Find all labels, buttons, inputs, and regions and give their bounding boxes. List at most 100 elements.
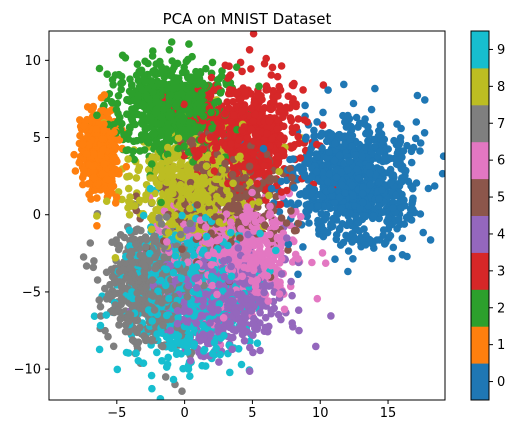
scatter-point-class-4: [249, 331, 257, 340]
scatter-point-class-2: [182, 57, 191, 66]
scatter-point-class-0: [345, 217, 354, 226]
scatter-point-class-1: [71, 167, 80, 175]
scatter-point-class-3: [223, 98, 231, 106]
scatter-point-class-3: [221, 61, 230, 70]
scatter-point-class-1: [93, 194, 101, 202]
scatter-point-class-1: [79, 180, 87, 189]
scatter-point-class-6: [265, 249, 274, 258]
scatter-point-class-5: [272, 192, 280, 201]
scatter-point-class-4: [288, 291, 296, 300]
scatter-point-class-4: [261, 313, 270, 322]
scatter-point-class-4: [253, 325, 261, 334]
scatter-point-class-6: [318, 249, 327, 257]
scatter-point-class-5: [284, 246, 292, 254]
scatter-point-class-6: [273, 279, 282, 288]
scatter-point-class-2: [165, 46, 174, 54]
scatter-point-class-0: [336, 224, 344, 233]
scatter-point-class-0: [416, 139, 425, 147]
scatter-point-class-0: [330, 199, 339, 207]
scatter-point-class-4: [243, 328, 252, 336]
scatter-point-class-0: [406, 205, 415, 213]
scatter-point-class-9: [139, 359, 148, 368]
scatter-point-class-3: [249, 31, 258, 38]
scatter-point-class-0: [308, 173, 316, 181]
scatter-point-class-0: [389, 243, 398, 252]
scatter-point-class-7: [117, 295, 126, 303]
scatter-point-class-3: [270, 99, 278, 107]
scatter-points: [70, 31, 445, 400]
scatter-point-class-8: [125, 211, 134, 219]
scatter-point-class-0: [360, 225, 368, 233]
scatter-point-class-3: [279, 122, 288, 131]
scatter-point-class-0: [283, 200, 291, 208]
scatter-point-class-0: [342, 231, 350, 240]
scatter-point-class-7: [90, 257, 98, 265]
scatter-point-class-3: [247, 65, 255, 73]
scatter-point-class-5: [294, 219, 303, 228]
scatter-point-class-8: [135, 163, 144, 172]
scatter-point-class-0: [397, 124, 405, 133]
scatter-point-class-9: [186, 372, 194, 381]
scatter-point-class-0: [412, 179, 421, 187]
scatter-point-class-0: [294, 199, 303, 208]
scatter-point-class-9: [132, 349, 140, 358]
scatter-point-class-3: [319, 121, 327, 129]
scatter-point-class-7: [109, 342, 118, 351]
scatter-point-class-2: [111, 71, 120, 79]
scatter-point-class-0: [398, 234, 407, 243]
scatter-point-class-9: [184, 365, 193, 373]
scatter-point-class-4: [295, 326, 303, 335]
scatter-point-class-9: [90, 312, 99, 321]
scatter-point-class-0: [344, 111, 352, 120]
scatter-point-class-1: [70, 150, 78, 159]
scatter-point-class-0: [354, 218, 363, 227]
scatter-point-class-6: [262, 238, 271, 246]
scatter-point-class-1: [89, 104, 97, 112]
scatter-point-class-8: [148, 198, 156, 207]
scatter-point-class-8: [157, 159, 166, 168]
scatter-point-class-0: [339, 238, 348, 247]
scatter-point-class-3: [238, 67, 246, 76]
scatter-point-class-0: [275, 208, 284, 216]
scatter-point-class-7: [101, 284, 109, 293]
scatter-point-class-0: [416, 210, 425, 218]
scatter-point-class-6: [308, 258, 316, 267]
scatter-point-class-1: [100, 91, 109, 99]
scatter-point-class-2: [114, 92, 123, 100]
scatter-point-class-2: [167, 38, 176, 46]
scatter-point-class-2: [117, 85, 125, 94]
scatter-point-class-9: [253, 339, 262, 348]
scatter-point-class-0: [314, 216, 322, 225]
scatter-point-class-2: [217, 72, 226, 80]
scatter-point-class-3: [207, 73, 216, 82]
scatter-point-class-0: [409, 194, 417, 203]
scatter-point-class-0: [403, 141, 411, 150]
scatter-point-class-0: [290, 184, 299, 192]
scatter-point-class-7: [134, 338, 143, 347]
scatter-point-class-4: [270, 304, 279, 313]
scatter-point-class-0: [344, 267, 352, 276]
scatter-point-class-2: [185, 40, 193, 48]
scatter-point-class-0: [305, 219, 313, 227]
scatter-point-class-0: [344, 247, 353, 255]
scatter-point-class-1: [122, 162, 131, 171]
scatter-point-class-4: [215, 358, 223, 366]
scatter-point-class-7: [104, 332, 112, 341]
scatter-point-class-0: [419, 228, 428, 237]
scatter-point-class-2: [232, 63, 241, 71]
scatter-point-class-3: [319, 81, 328, 89]
scatter-point-class-4: [240, 337, 249, 345]
scatter-point-class-6: [313, 294, 322, 303]
scatter-point-class-3: [276, 105, 285, 113]
scatter-point-class-9: [153, 348, 161, 357]
scatter-point-class-8: [124, 184, 133, 193]
scatter-point-class-0: [438, 169, 445, 178]
scatter-point-class-0: [294, 270, 302, 279]
scatter-point-class-2: [136, 147, 144, 155]
scatter-point-class-2: [133, 60, 142, 68]
scatter-point-class-2: [178, 68, 187, 77]
scatter-point-class-2: [95, 64, 104, 73]
scatter-point-class-4: [245, 367, 254, 376]
scatter-point-class-0: [375, 214, 383, 223]
